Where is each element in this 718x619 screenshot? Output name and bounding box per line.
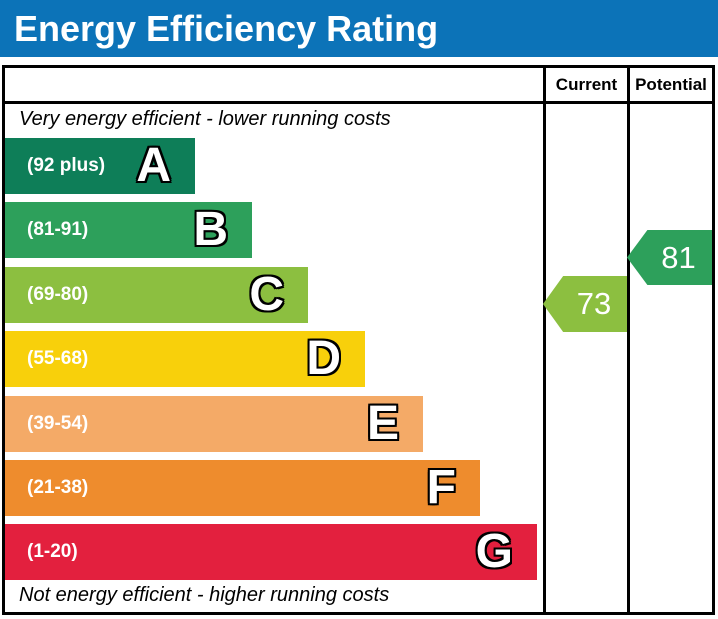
band-b: (81-91) B xyxy=(5,202,252,259)
band-f: (21-38) F xyxy=(5,459,480,516)
band-a-letter: A xyxy=(136,139,171,192)
rating-bands: (92 plus) A (81-91) B (69-80) C (55-68) … xyxy=(5,138,543,589)
band-c-letter: C xyxy=(249,267,284,321)
potential-rating-arrow: 81 xyxy=(627,230,712,285)
top-note: Very energy efficient - lower running co… xyxy=(19,108,391,130)
band-b-letter: B xyxy=(193,203,228,257)
rating-chart-box: Current Potential Very energy efficient … xyxy=(2,65,715,615)
band-e-letter: E xyxy=(366,396,399,450)
page-title: Energy Efficiency Rating xyxy=(14,8,439,49)
band-g: (1-20) G xyxy=(5,524,537,581)
band-f-letter: F xyxy=(426,460,456,514)
rating-chart-body: Current Potential Very energy efficient … xyxy=(5,68,712,612)
band-a: (92 plus) A xyxy=(5,138,195,194)
band-c-range: (69-80) xyxy=(27,283,89,305)
band-c: (69-80) C xyxy=(5,266,308,323)
column-header-current: Current xyxy=(555,75,618,94)
current-column-divider xyxy=(543,68,546,612)
band-f-range: (21-38) xyxy=(27,476,89,498)
band-g-range: (1-20) xyxy=(27,541,78,563)
band-e: (39-54) E xyxy=(5,395,423,452)
bottom-note: Not energy efficient - higher running co… xyxy=(19,584,390,606)
band-d: (55-68) D xyxy=(5,331,365,388)
band-e-range: (39-54) xyxy=(27,412,89,434)
potential-column-divider xyxy=(627,68,630,612)
title-bar: Energy Efficiency Rating xyxy=(0,0,718,57)
band-b-range: (81-91) xyxy=(27,219,89,241)
band-d-range: (55-68) xyxy=(27,348,89,370)
band-g-letter: G xyxy=(475,525,513,579)
band-d-letter: D xyxy=(306,332,341,386)
header-underline xyxy=(5,101,712,104)
band-a-range: (92 plus) xyxy=(27,155,106,176)
potential-rating-value: 81 xyxy=(661,239,696,275)
column-header-potential: Potential xyxy=(635,75,707,94)
current-rating-arrow: 73 xyxy=(543,276,627,332)
current-rating-value: 73 xyxy=(576,286,612,321)
